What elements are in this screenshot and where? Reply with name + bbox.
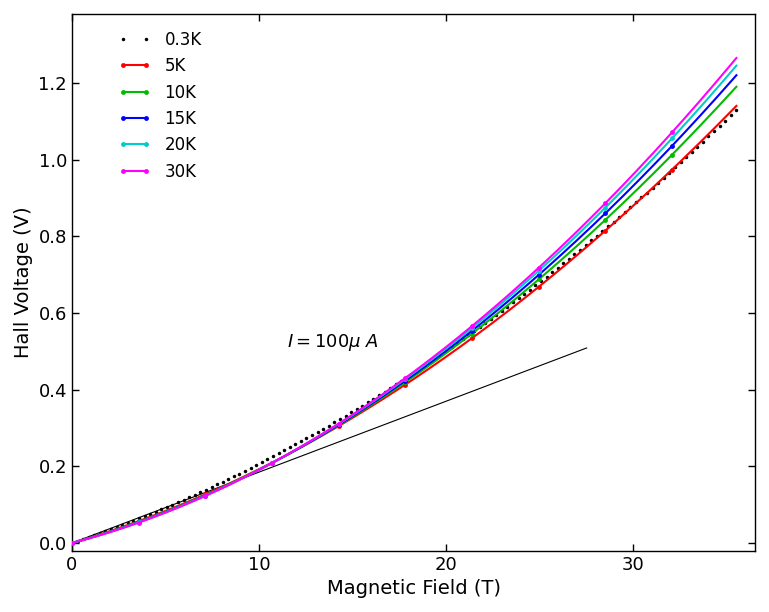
Text: $I=100\mu$ A: $I=100\mu$ A — [287, 332, 379, 354]
10K — [732, 83, 741, 91]
Legend: 0.3K, 5K, 10K, 15K, 20K, 30K: 0.3K, 5K, 10K, 15K, 20K, 30K — [111, 24, 208, 187]
30K — [732, 54, 741, 62]
15K — [463, 330, 472, 338]
0.3K — [68, 539, 77, 547]
15K — [628, 184, 637, 191]
30K — [463, 326, 472, 334]
15K — [69, 539, 78, 546]
Line: 0.3K: 0.3K — [70, 108, 738, 545]
0.3K — [207, 483, 216, 491]
0.3K — [710, 127, 719, 135]
10K — [474, 325, 483, 332]
X-axis label: Magnetic Field (T): Magnetic Field (T) — [327, 579, 501, 598]
30K — [68, 539, 77, 547]
Line: 15K: 15K — [69, 73, 739, 545]
0.3K — [592, 232, 601, 239]
5K — [670, 164, 679, 171]
Line: 30K: 30K — [69, 56, 739, 545]
0.3K — [525, 286, 534, 293]
15K — [732, 72, 741, 79]
20K — [69, 539, 78, 546]
20K — [463, 328, 472, 335]
15K — [461, 332, 470, 340]
5K — [628, 203, 637, 211]
15K — [474, 322, 483, 329]
10K — [463, 334, 472, 341]
Line: 10K: 10K — [69, 84, 739, 545]
Line: 20K: 20K — [69, 63, 739, 545]
15K — [670, 140, 679, 147]
20K — [670, 132, 679, 140]
5K — [69, 539, 78, 546]
30K — [670, 126, 679, 133]
20K — [732, 62, 741, 69]
15K — [68, 539, 77, 547]
0.3K — [436, 351, 445, 359]
20K — [474, 319, 483, 326]
5K — [461, 340, 470, 347]
20K — [461, 330, 470, 337]
20K — [628, 177, 637, 184]
0.3K — [246, 465, 255, 472]
Line: 5K: 5K — [69, 103, 739, 545]
30K — [461, 328, 470, 335]
20K — [68, 539, 77, 547]
30K — [628, 172, 637, 179]
10K — [670, 149, 679, 156]
10K — [69, 539, 78, 546]
10K — [68, 539, 77, 547]
0.3K — [732, 106, 741, 113]
30K — [69, 539, 78, 546]
30K — [474, 317, 483, 324]
5K — [474, 330, 483, 337]
5K — [732, 102, 741, 110]
10K — [461, 335, 470, 342]
5K — [68, 539, 77, 547]
10K — [628, 191, 637, 198]
5K — [463, 338, 472, 345]
Y-axis label: Hall Voltage (V): Hall Voltage (V) — [14, 206, 33, 358]
